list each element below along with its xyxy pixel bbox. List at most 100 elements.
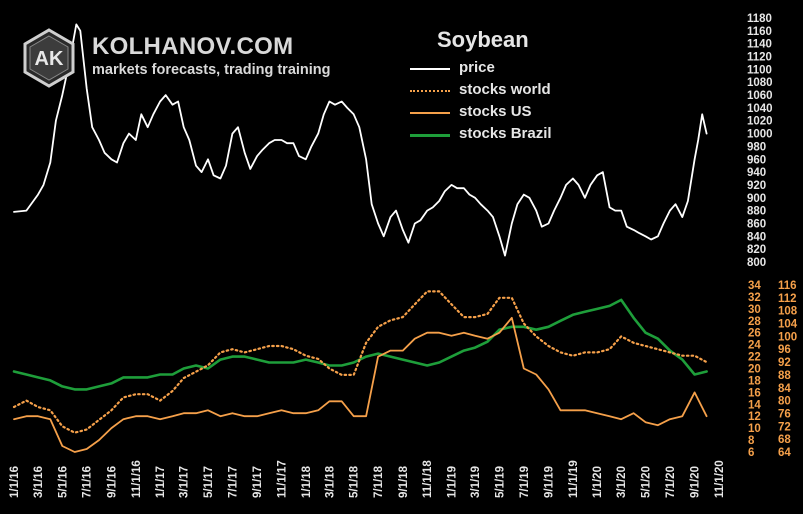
x-tick-label: 11/1/16: [131, 460, 143, 498]
x-tick-label: 7/1/20: [665, 466, 677, 498]
stocks-world-tick-label: 68: [778, 434, 791, 446]
logo-hexagon-icon: AK: [23, 28, 75, 88]
x-tick-label: 5/1/16: [57, 466, 69, 498]
legend-label-stocks-brazil: stocks Brazil: [459, 125, 552, 142]
stocks-world-tick-label: 100: [778, 331, 797, 343]
stocks-us-tick-label: 30: [748, 304, 761, 316]
x-tick-label: 5/1/18: [349, 465, 361, 498]
x-tick-label: 5/1/20: [641, 466, 653, 498]
stocks-us-tick-label: 8: [748, 435, 755, 447]
x-tick-label: 7/1/17: [227, 466, 239, 498]
legend-swatch-stocks-us: [410, 112, 450, 114]
series-layer: [12, 23, 708, 453]
stocks-world-tick-label: 116: [778, 280, 797, 292]
x-tick-label: 11/1/19: [568, 460, 580, 498]
stocks-world-tick-label: 112: [778, 293, 797, 305]
price-tick-label: 940: [747, 167, 766, 179]
price-tick-label: 860: [747, 219, 766, 231]
x-tick-label: 7/1/16: [82, 466, 94, 498]
logo-text: AK: [35, 48, 64, 70]
series-line-price: [13, 23, 708, 257]
x-tick-label: 3/1/16: [33, 466, 45, 498]
stocks-world-tick-label: 76: [778, 409, 791, 421]
price-tick-label: 1120: [747, 52, 772, 64]
stocks-us-tick-label: 32: [748, 292, 761, 304]
x-tick-label: 9/1/20: [690, 466, 702, 498]
price-tick-label: 1040: [747, 103, 773, 115]
stocks-world-tick-label: 108: [778, 306, 798, 318]
x-tick-label: 9/1/19: [544, 466, 556, 498]
legend-label-price: price: [459, 59, 495, 76]
price-tick-label: 980: [747, 141, 766, 153]
stocks-us-tick-label: 24: [748, 340, 761, 352]
x-tick-label: 7/1/19: [519, 466, 531, 498]
price-tick-label: 1020: [747, 116, 773, 128]
x-tick-label: 11/1/17: [277, 460, 289, 498]
x-axis: 1/1/16 3/1/16 5/1/16 7/1/16 9/1/16 11/1/16 1/1…: [9, 460, 726, 498]
chart-title: Soybean: [437, 27, 529, 52]
x-tick-label: 3/1/19: [470, 466, 482, 498]
x-tick-label: 1/1/16: [9, 466, 21, 498]
stocks-us-tick-label: 26: [748, 328, 761, 340]
x-tick-label: 1/1/20: [592, 466, 604, 498]
logo: AK: [22, 28, 76, 88]
x-tick-label: 5/1/17: [203, 466, 215, 498]
stocks-world-tick-label: 96: [778, 344, 791, 356]
legend-swatch-price: [410, 68, 450, 70]
x-tick-label: 1/1/18: [301, 465, 313, 498]
series-line-stocks-world: [12, 290, 708, 434]
x-tick-label: 11/1/20: [714, 460, 726, 498]
price-tick-label: 820: [747, 244, 766, 256]
price-tick-label: 840: [747, 231, 766, 243]
price-axis: 8008208408608809009209409609801000102010…: [747, 13, 773, 269]
x-tick-label: 3/1/18: [324, 465, 336, 498]
x-tick-label: 5/1/19: [494, 466, 506, 498]
stocks-us-tick-label: 28: [748, 316, 761, 328]
stocks-us-tick-label: 18: [748, 375, 761, 387]
stocks-world-tick-label: 92: [778, 357, 791, 369]
stocks-us-tick-label: 22: [748, 352, 761, 364]
x-tick-label: 9/1/16: [106, 466, 118, 498]
price-tick-label: 960: [747, 154, 766, 166]
x-tick-label: 3/1/20: [616, 466, 628, 498]
x-tick-label: 1/1/19: [447, 466, 459, 498]
price-tick-label: 1080: [747, 77, 773, 89]
legend-swatch-stocks-brazil: [410, 134, 450, 137]
stocks-us-tick-label: 12: [748, 411, 761, 423]
x-tick-label: 7/1/18: [373, 465, 385, 498]
price-tick-label: 1000: [747, 129, 773, 141]
legend-swatch-stocks-world: [410, 90, 450, 92]
stocks-world-tick-label: 64: [778, 447, 791, 459]
price-tick-label: 800: [747, 257, 766, 269]
legend-label-stocks-world: stocks world: [459, 81, 551, 98]
stocks-world-tick-label: 104: [778, 319, 798, 331]
price-tick-label: 1060: [747, 90, 773, 102]
price-tick-label: 1100: [747, 64, 772, 76]
x-tick-label: 1/1/17: [155, 466, 167, 498]
stocks-world-tick-label: 84: [778, 383, 791, 395]
price-tick-label: 1160: [747, 26, 772, 38]
brand-name[interactable]: KOLHANOV.COM: [92, 33, 294, 60]
price-tick-label: 1180: [747, 13, 772, 25]
legend-label-stocks-us: stocks US: [459, 103, 532, 120]
brand-tagline: markets forecasts, trading training: [92, 62, 331, 78]
stocks-us-tick-label: 14: [748, 399, 761, 411]
x-tick-label: 9/1/17: [252, 466, 264, 498]
stocks-us-tick-label: 16: [748, 387, 761, 399]
stocks-world-tick-label: 88: [778, 370, 791, 382]
stocks-world-tick-label: 72: [778, 421, 791, 433]
stocks-us-tick-label: 10: [748, 423, 761, 435]
x-tick-label: 11/1/18: [422, 460, 434, 498]
stocks-world-tick-label: 80: [778, 396, 791, 408]
x-tick-label: 3/1/17: [179, 466, 191, 498]
price-tick-label: 1140: [747, 39, 772, 51]
series-line-stocks-us: [13, 316, 708, 453]
price-tick-label: 880: [747, 206, 766, 218]
stocks-us-tick-label: 20: [748, 364, 761, 376]
price-tick-label: 900: [747, 193, 766, 205]
price-tick-label: 920: [747, 180, 766, 192]
